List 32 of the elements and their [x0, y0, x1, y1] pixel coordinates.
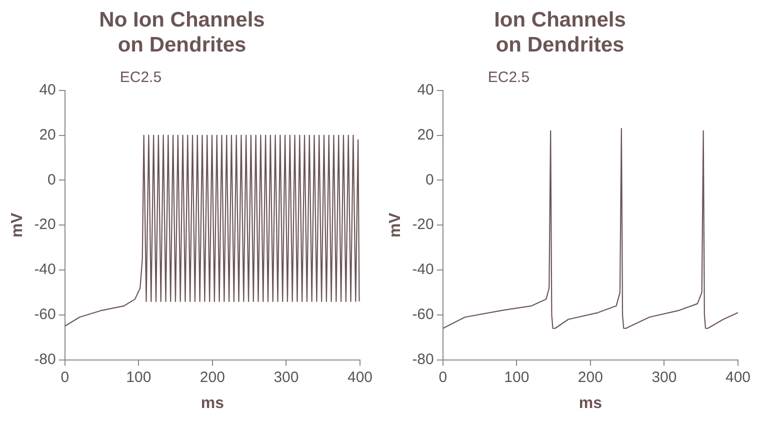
y-tick-label: 0 [48, 171, 56, 188]
y-tick-label: 0 [426, 171, 434, 188]
y-tick-label: -80 [34, 350, 56, 368]
y-tick-label: 20 [417, 126, 434, 144]
y-tick-label: -80 [412, 350, 434, 368]
y-tick-label: -60 [412, 306, 434, 324]
x-tick-label: 200 [200, 368, 225, 386]
x-tick-label: 100 [504, 368, 530, 386]
y-tick-label: -20 [34, 216, 56, 234]
x-tick-label: 400 [347, 368, 373, 386]
x-axis-title: ms [578, 394, 602, 412]
y-tick-label: -60 [34, 306, 56, 324]
x-tick-label: 300 [274, 368, 299, 386]
y-tick-label: 20 [39, 126, 56, 144]
text: EC2.5 [120, 69, 162, 86]
x-tick-label: 0 [438, 368, 448, 386]
x-tick-label: 300 [652, 368, 677, 386]
x-tick-label: 400 [725, 368, 751, 386]
chart-title: No Ion Channels on Dendrites [99, 8, 265, 57]
y-axis-title: mV [387, 212, 404, 238]
y-tick-label: 40 [39, 82, 56, 99]
x-axis-title: ms [200, 394, 224, 412]
y-tick-label: -20 [412, 216, 434, 234]
x-tick-label: 100 [126, 368, 152, 386]
chart-title: Ion Channels on Dendrites [494, 8, 626, 57]
text: EC2.5 [488, 69, 530, 86]
y-tick-label: -40 [412, 261, 434, 278]
y-tick-label: 40 [417, 82, 434, 99]
x-tick-label: 200 [578, 368, 603, 386]
x-tick-label: 0 [60, 368, 70, 386]
y-axis-title: mV [9, 212, 26, 238]
y-tick-label: -40 [34, 261, 56, 278]
